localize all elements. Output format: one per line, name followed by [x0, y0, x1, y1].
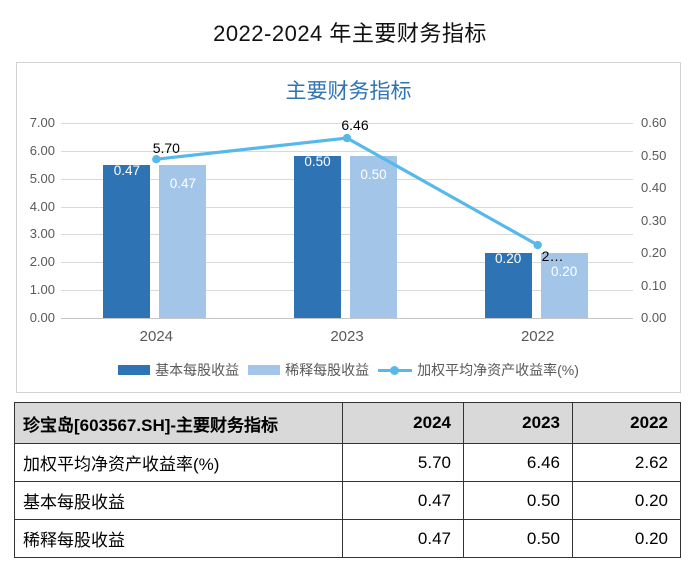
line-point-marker [533, 240, 542, 250]
y-axis-label-right: 0.00 [641, 310, 667, 325]
y-axis-label-right: 0.60 [641, 115, 667, 130]
y-axis-label-left: 4.00 [29, 198, 55, 214]
x-axis-label: 2022 [520, 328, 555, 345]
gridline [61, 178, 633, 180]
financial-table: 珍宝岛[603567.SH]-主要财务指标 2024 2023 2022 加权平均净资… [14, 402, 681, 558]
y-axis-label-left: 1.00 [29, 282, 55, 298]
metric-value-cell: 0.20 [572, 481, 681, 520]
y-axis-label-left: 6.00 [29, 142, 55, 158]
metric-value-cell: 0.50 [463, 519, 573, 558]
table-row: 稀释每股收益 0.47 0.50 0.20 [14, 519, 681, 558]
y-axis-label-right: 0.10 [641, 277, 667, 293]
metric-name-cell: 加权平均净资产收益率(%) [14, 443, 343, 482]
bar-value-label: 0.50 [360, 166, 387, 182]
y-axis-label-right: 0.20 [641, 245, 667, 260]
y-axis-label-right: 0.50 [641, 147, 667, 163]
bar [103, 165, 151, 318]
table-row: 加权平均净资产收益率(%) 5.70 6.46 2.62 [14, 443, 681, 482]
gridline [61, 150, 633, 152]
page-title: 2022-2024 年主要财务指标 [213, 21, 487, 46]
gridline [61, 206, 633, 208]
y-axis-label-right: 0.30 [641, 212, 667, 228]
chart-legend: 基本每股收益 稀释每股收益 加权平均净资产收益率(%) [17, 360, 680, 380]
y-axis-label-left: 5.00 [29, 170, 55, 186]
metric-name-cell: 基本每股收益 [14, 481, 343, 520]
line-point-marker [152, 155, 161, 164]
line-point-label: 6.46 [341, 117, 369, 134]
bar [350, 155, 397, 318]
legend-bar-swatch [118, 365, 151, 375]
y-axis-label-left: 7.00 [29, 115, 55, 130]
legend-line-marker [390, 365, 400, 375]
bar-value-label: 0.47 [113, 163, 140, 179]
bar [484, 253, 532, 318]
bar [159, 165, 207, 318]
legend-item: 基本每股收益 [118, 360, 239, 380]
bar [540, 253, 588, 318]
y-axis-label-left: 2.00 [29, 254, 55, 270]
legend-label: 稀释每股收益 [285, 362, 370, 378]
metric-value-cell: 0.47 [342, 519, 464, 558]
gridline [61, 234, 633, 236]
metric-value-cell: 0.20 [572, 519, 681, 558]
gridline [61, 262, 633, 264]
metric-value-cell: 0.47 [342, 481, 464, 520]
y-axis-label-left: 3.00 [29, 226, 55, 242]
metric-name-cell: 稀释每股收益 [14, 519, 343, 558]
bar-value-label: 0.47 [169, 176, 196, 192]
legend-item: 稀释每股收益 [248, 360, 369, 380]
metric-value-cell: 5.70 [342, 443, 464, 482]
y-axis-label-right: 0.40 [641, 180, 667, 195]
x-axis-label: 2023 [330, 328, 364, 345]
metric-value-cell: 6.46 [463, 443, 573, 482]
chart-title: 主要财务指标 [285, 80, 412, 103]
trend-line-svg [152, 133, 542, 250]
plot-area: 7.00 6.00 5.00 4.00 3.00 2.00 1.00 0.00 0.60 0.50… [30, 115, 667, 345]
gridline [61, 290, 633, 292]
table-year-header: 2024 [342, 402, 464, 444]
y-axis-label-left: 0.00 [29, 310, 55, 325]
bar-value-label: 0.20 [495, 251, 522, 266]
table-row: 基本每股收益 0.47 0.50 0.20 [14, 481, 681, 520]
legend-label: 加权平均净资产收益率(%) [417, 362, 579, 378]
x-axis-label: 2024 [139, 328, 174, 345]
table-year-header: 2022 [572, 402, 681, 444]
bar [294, 155, 341, 318]
table-header-row: 珍宝岛[603567.SH]-主要财务指标 2024 2023 2022 [14, 402, 681, 444]
table-year-header: 2023 [463, 402, 573, 444]
legend-bar-swatch [248, 365, 281, 375]
table-header: 珍宝岛[603567.SH]-主要财务指标 2024 2023 2022 [14, 402, 681, 444]
line-point-marker [342, 133, 352, 143]
legend-label: 基本每股收益 [155, 362, 240, 378]
chart-panel: 主要财务指标 7.00 6.00 5.00 4.00 3.00 2.00 1.00 0.00 0… [16, 62, 681, 393]
bar-value-label: 0.50 [304, 153, 331, 169]
metric-value-cell: 0.50 [463, 481, 573, 520]
legend-line-swatch [378, 365, 413, 375]
metric-value-cell: 2.62 [572, 443, 681, 482]
bar-value-label: 0.20 [551, 264, 578, 279]
table-title-cell: 珍宝岛[603567.SH]-主要财务指标 [14, 402, 343, 444]
line-point-label: 2… [541, 248, 564, 264]
table-body: 加权平均净资产收益率(%) 5.70 6.46 2.62 基本每股收益 0.47 0.50 0… [14, 443, 681, 558]
legend-item: 加权平均净资产收益率(%) [378, 360, 579, 380]
line-point-label: 5.70 [152, 140, 180, 157]
gridline [61, 123, 633, 124]
gridline [61, 318, 633, 319]
